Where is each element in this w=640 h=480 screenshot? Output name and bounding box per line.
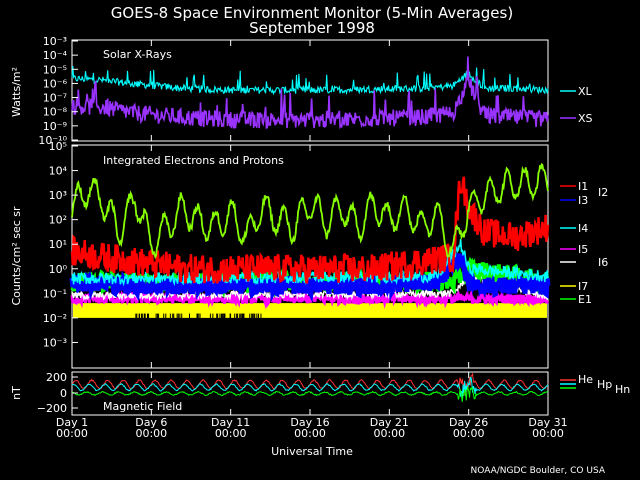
chart-title: GOES-8 Space Environment Monitor (5-Min … xyxy=(111,4,513,22)
magnetic-ylabel: nT xyxy=(10,386,23,400)
series-Hn-line xyxy=(71,385,549,402)
magnetic-legend: He Hp Hn xyxy=(578,373,630,396)
x-tick-time-label: 00:00 xyxy=(135,427,167,440)
series-I1-line xyxy=(70,176,550,284)
particle-ytick-label: 10⁻¹ xyxy=(43,287,67,300)
series-I7-band xyxy=(73,303,547,318)
series-I5-line xyxy=(70,288,550,310)
x-tick-day-label: Day 6 xyxy=(135,416,167,429)
x-tick-day-label: Day 26 xyxy=(449,416,488,429)
xray-ytick-label: 10⁻¹⁰ xyxy=(38,134,67,147)
x-tick-time-label: 00:00 xyxy=(453,427,485,440)
particle-ytick-label: 10⁵ xyxy=(49,140,67,153)
x-tick-day-label: Day 31 xyxy=(528,416,567,429)
particle-ytick-label: 10² xyxy=(49,214,67,227)
xray-ytick-label: 10⁻⁸ xyxy=(43,106,68,119)
magnetic-ytick-label: 0 xyxy=(60,387,67,400)
x-axis-label: Universal Time xyxy=(271,445,353,458)
series-I4-line xyxy=(71,238,549,287)
legend-I6: I6 xyxy=(598,256,608,269)
x-tick-time-label: 00:00 xyxy=(215,427,247,440)
x-tick-time-label: 00:00 xyxy=(373,427,405,440)
series-I3-line xyxy=(69,251,551,303)
particle-panel-title: Integrated Electrons and Protons xyxy=(103,154,284,167)
x-tick-time-label: 00:00 xyxy=(294,427,326,440)
legend-I1: I1 xyxy=(578,180,588,193)
particle-ytick-label: 10⁰ xyxy=(49,263,68,276)
plot-layer: 10⁻³10⁻⁴10⁻⁵10⁻⁶10⁻⁷10⁻⁸10⁻⁹10⁻¹⁰10⁵10⁴1… xyxy=(37,35,576,440)
credit-text: NOAA/NGDC Boulder, CO USA xyxy=(471,466,606,476)
particle-ylabel: Counts/cm² sec sr xyxy=(10,206,23,306)
xray-panel-title: Solar X-Rays xyxy=(103,48,172,61)
xray-ytick-label: 10⁻⁹ xyxy=(43,120,67,133)
legend-I4: I4 xyxy=(578,222,588,235)
x-tick-day-label: Day 21 xyxy=(370,416,409,429)
xray-ytick-label: 10⁻⁷ xyxy=(43,92,67,105)
xray-ytick-label: 10⁻⁴ xyxy=(43,49,68,62)
legend-I7: I7 xyxy=(578,280,588,293)
legend-He: He xyxy=(578,373,593,386)
legend-I5: I5 xyxy=(578,243,588,256)
magnetic-ytick-label: 200 xyxy=(46,371,67,384)
particle-ytick-label: 10³ xyxy=(49,189,67,202)
xray-ytick-label: 10⁻⁶ xyxy=(43,77,68,90)
x-tick-time-label: 00:00 xyxy=(56,427,88,440)
magnetic-panel-title: Magnetic Field xyxy=(103,400,182,413)
series-E1-line xyxy=(71,162,549,260)
legend-XL: XL xyxy=(578,85,593,98)
particle-legend: I1 I2 I3 I4 I5 I6 I7 E1 xyxy=(578,180,608,306)
legend-I3: I3 xyxy=(578,194,588,207)
x-tick-day-label: Day 16 xyxy=(290,416,329,429)
xray-ytick-label: 10⁻³ xyxy=(43,35,67,48)
series-XS-line xyxy=(71,56,549,130)
particle-ytick-label: 10⁻³ xyxy=(43,336,67,349)
legend-E1: E1 xyxy=(578,293,592,306)
particle-ytick-label: 10⁴ xyxy=(49,165,68,178)
particle-ytick-label: 10⁻² xyxy=(43,312,67,325)
legend-XS: XS xyxy=(578,112,593,125)
chart-subtitle: September 1998 xyxy=(249,19,375,37)
legend-Hn: Hn xyxy=(615,383,630,396)
series-Hp-line xyxy=(71,376,549,399)
xray-legend: XL XS xyxy=(578,85,593,125)
x-tick-time-label: 00:00 xyxy=(532,427,564,440)
x-tick-day-label: Day 11 xyxy=(211,416,250,429)
legend-I2: I2 xyxy=(598,186,608,199)
legend-Hp: Hp xyxy=(597,378,612,391)
x-tick-day-label: Day 1 xyxy=(56,416,88,429)
xray-ylabel: Watts/m² xyxy=(10,67,23,117)
magnetic-ytick-label: −200 xyxy=(37,402,67,415)
xray-ytick-label: 10⁻⁵ xyxy=(43,63,67,76)
particle-ytick-label: 10¹ xyxy=(49,238,67,251)
